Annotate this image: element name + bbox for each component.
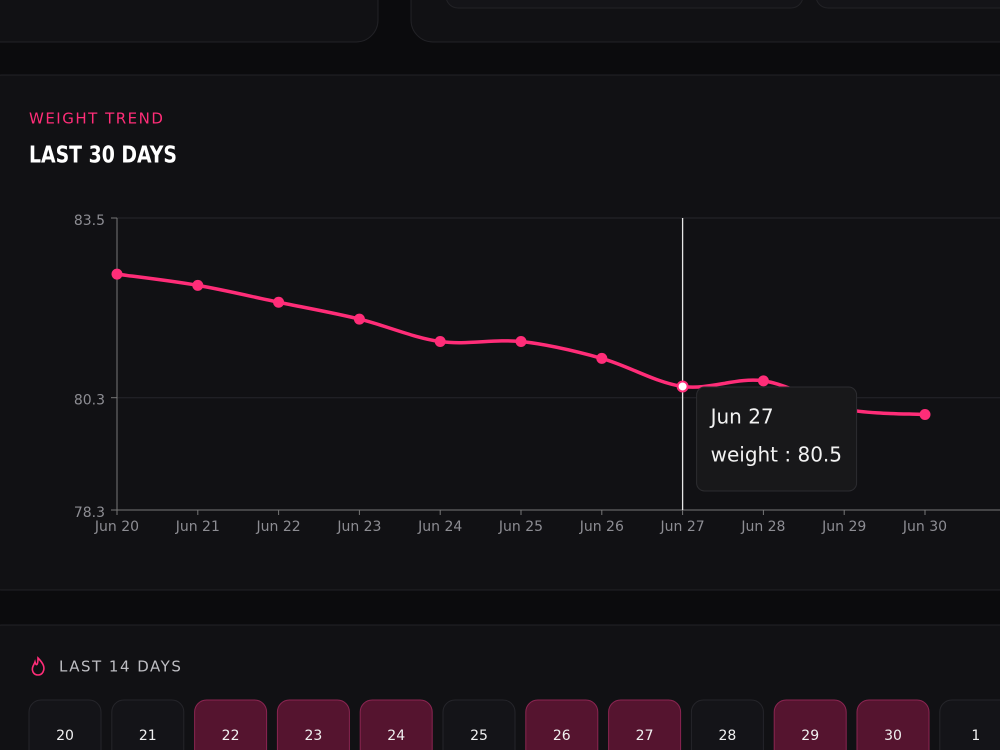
y-tick-label: 78.3	[74, 505, 105, 521]
hovered-point	[676, 380, 689, 393]
day-label: 1	[971, 728, 980, 744]
card-title: LAST 30 DAYS	[29, 141, 177, 168]
x-tick-label: Jun 24	[417, 519, 462, 535]
x-tick-label: Jun 25	[498, 519, 543, 535]
day-tile	[856, 699, 930, 750]
day-tile	[442, 699, 516, 750]
card-eyebrow: WEIGHT TREND	[29, 110, 164, 128]
day-tile	[939, 699, 1000, 750]
day-tile	[773, 699, 847, 750]
day-tile	[111, 699, 185, 750]
day-label: 22	[222, 728, 240, 744]
x-tick-label: Jun 28	[740, 519, 785, 535]
x-tick-label: Jun 22	[256, 519, 301, 535]
day-tile	[276, 699, 350, 750]
x-tick-label: Jun 21	[175, 519, 220, 535]
y-tick-label: 83.5	[74, 213, 105, 229]
day-label: 21	[139, 728, 157, 744]
x-tick-label: Jun 23	[336, 519, 381, 535]
tooltip-text: weight : 80.5	[711, 443, 842, 467]
day-label: 20	[56, 728, 74, 744]
x-tick-label: Jun 30	[902, 519, 947, 535]
plot: 78.3 80.3 83.5 Jun 20 Jun 21 Jun 22 Jun 23 Jun …	[74, 213, 1000, 535]
tooltip	[696, 386, 858, 492]
point	[273, 296, 285, 308]
point	[919, 409, 931, 421]
inner-tile	[816, 0, 1000, 9]
day-tile	[690, 699, 764, 750]
point	[111, 268, 123, 280]
flame-icon	[31, 656, 45, 676]
day-label: 28	[718, 728, 736, 744]
tooltip-title: Jun 27	[709, 405, 774, 429]
inner-tile	[446, 0, 803, 9]
top-card	[0, 0, 379, 43]
day-tile	[359, 699, 433, 750]
day-tile	[28, 699, 102, 750]
day-tile	[194, 699, 268, 750]
point	[192, 279, 204, 291]
day-label: 27	[636, 728, 654, 744]
x-tick-label: Jun 29	[821, 519, 866, 535]
day-label: 24	[387, 728, 405, 744]
day-tile	[525, 699, 599, 750]
top-card	[410, 0, 1000, 43]
day-list: 20 21 22 23 24 25 26 27 28 29 30 1	[28, 699, 1000, 750]
x-tick-label: Jun 26	[579, 519, 624, 535]
point	[434, 336, 446, 348]
day-tile	[608, 699, 682, 750]
point	[596, 352, 608, 364]
day-label: 23	[304, 728, 322, 744]
point	[515, 336, 527, 348]
x-tick-label: Jun 20	[94, 519, 139, 535]
y-tick-label: 80.3	[74, 393, 105, 409]
point	[757, 375, 769, 387]
day-label: 25	[470, 728, 488, 744]
x-tick-label: Jun 27	[660, 519, 705, 535]
point	[353, 313, 365, 325]
day-label: 29	[801, 728, 819, 744]
day-label: 30	[884, 728, 902, 744]
streak-title: LAST 14 DAYS	[59, 658, 182, 676]
day-label: 26	[553, 728, 571, 744]
